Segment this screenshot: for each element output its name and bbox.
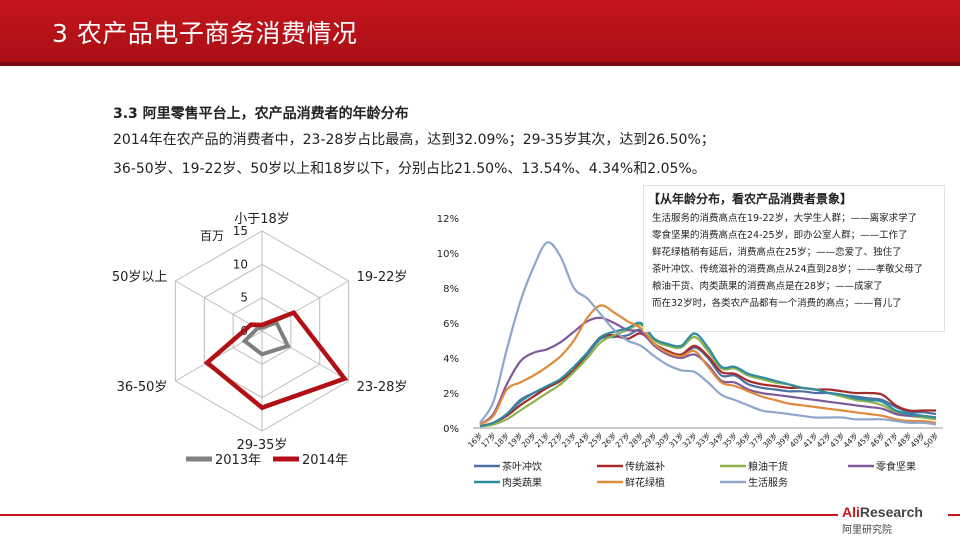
y-tick-label: 6% (443, 319, 459, 330)
line-legend-label: 茶叶冲饮 (502, 460, 542, 473)
insight-line: 而在32岁时，各类农产品都有一个消费的高点；——育儿了 (652, 298, 902, 309)
radar-series-2013 (241, 320, 291, 357)
line-legend-label: 肉类蔬果 (502, 476, 542, 489)
x-tick-label: 50岁 (921, 430, 940, 449)
radar-axis-label: 50岁以上 (112, 270, 168, 285)
line-legend-label: 生活服务 (748, 476, 788, 489)
line-chart: 0%2%4%6%8%10%12%16岁17岁18岁19岁20岁21岁22岁23岁… (437, 214, 943, 489)
header-divider (0, 62, 960, 66)
insight-line: 茶叶冲饮、传统滋补的消费高点从24直到28岁；——孝敬父母了 (652, 264, 924, 275)
y-tick-label: 8% (443, 284, 459, 295)
radar-axis-label: 36-50岁 (117, 380, 168, 395)
y-tick-label: 2% (443, 389, 459, 400)
insight-line: 生活服务的消费高点在19-22岁，大学生人群；——离家求学了 (652, 213, 918, 224)
logo-subtitle: 阿里研究院 (842, 525, 892, 536)
radar-tick-label: 5 (240, 291, 248, 305)
radar-axis-label: 23-28岁 (357, 380, 408, 395)
radar-spoke (175, 280, 263, 332)
radar-chart: 051015百万小于18岁19-22岁23-28岁29-35岁36-50岁50岁… (112, 212, 408, 468)
line-series-6 (479, 241, 937, 426)
y-tick-label: 0% (443, 424, 459, 435)
insight-line: 零食坚果的消费高点在24-25岁，即办公室人群；——工作了 (652, 230, 908, 241)
insight-title: 【从年龄分布，看农产品消费者景象】 (648, 192, 853, 206)
aliresearch-logo: AliResearch 阿里研究院 (838, 503, 948, 537)
line-series-5 (479, 304, 937, 426)
line-series-2 (479, 323, 937, 428)
y-tick-label: 4% (443, 354, 459, 365)
logo-rest-text: Research (859, 504, 923, 520)
line-series-3 (479, 316, 937, 426)
logo-accent-text: Ali (842, 504, 860, 520)
radar-axis-label: 小于18岁 (234, 212, 290, 227)
radar-legend-label: 2013年 (215, 453, 261, 468)
insight-line: 粮油干货、肉类蔬果的消费高点是在28岁；——成家了 (652, 281, 883, 292)
page-title: 3 农产品电子商务消费情况 (52, 19, 358, 48)
radar-unit-label: 百万 (200, 229, 224, 243)
y-tick-label: 10% (437, 249, 459, 260)
section-subtitle: 3.3 阿里零售平台上，农产品消费者的年龄分布 (113, 106, 409, 122)
line-series-1 (479, 332, 936, 428)
line-legend-label: 零食坚果 (876, 460, 916, 473)
line-legend-label: 粮油干货 (748, 460, 788, 473)
summary-line-1: 2014年在农产品的消费者中，23-28岁占比最高，达到32.09%；29-35… (113, 132, 715, 148)
logo-wordmark: AliResearch (842, 504, 923, 520)
radar-axis-label: 29-35岁 (237, 438, 288, 453)
radar-tick-label: 15 (233, 224, 248, 238)
line-legend-label: 鲜花绿植 (625, 476, 665, 489)
y-tick-label: 12% (437, 214, 459, 225)
radar-tick-label: 10 (233, 257, 248, 271)
line-series-0 (479, 328, 937, 428)
line-legend-label: 传统滋补 (625, 460, 665, 473)
footer-line (0, 514, 960, 516)
radar-axis-label: 19-22岁 (357, 270, 408, 285)
radar-legend-label: 2014年 (302, 453, 348, 468)
insight-callout: 【从年龄分布，看农产品消费者景象】 生活服务的消费高点在19-22岁，大学生人群… (643, 185, 945, 332)
radar-spoke (261, 330, 349, 382)
header-bar: 3 农产品电子商务消费情况 (0, 0, 960, 62)
insight-line: 鲜花绿植稍有延后，消费高点在25岁；——恋爱了、独住了 (652, 247, 902, 258)
line-series-4 (479, 321, 937, 428)
summary-line-2: 36-50岁、19-22岁、50岁以上和18岁以下，分别占比21.50%、13.… (113, 161, 706, 177)
radar-series-2014 (203, 309, 349, 411)
